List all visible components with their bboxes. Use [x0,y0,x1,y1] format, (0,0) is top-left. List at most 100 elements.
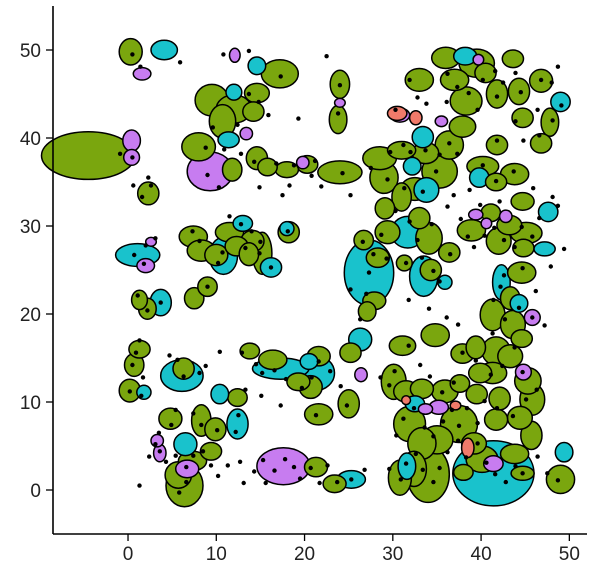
violet-ellipse-5 [132,66,152,81]
center-point-181 [225,463,230,468]
center-point-44 [274,161,279,166]
center-point-148 [239,350,245,355]
cyan-ellipse-17 [247,56,267,76]
cyan-ellipse-16 [150,39,179,61]
green-ellipse-82 [257,349,288,371]
center-point-7 [445,71,450,77]
green-ellipse-1 [118,37,143,66]
center-point-76 [480,163,485,168]
center-point-166 [199,422,204,428]
center-point-133 [135,293,140,298]
center-point-88 [512,244,517,250]
center-point-219 [394,433,399,438]
center-point-163 [236,413,241,418]
center-point-257 [533,288,538,294]
center-point-216 [535,454,540,459]
center-point-144 [181,374,186,379]
green-ellipse-35 [506,261,537,284]
green-ellipse-69 [391,182,413,212]
center-point-140 [127,389,132,394]
center-point-185 [272,468,277,473]
center-point-92 [497,199,502,204]
y-tick-label-0: 0 [30,481,41,502]
center-point-146 [203,363,208,369]
center-point-18 [444,99,449,105]
center-point-248 [490,331,495,336]
center-point-0 [130,52,135,57]
center-point-258 [548,264,553,269]
center-point-172 [157,449,162,454]
center-point-259 [561,246,567,252]
center-point-249 [502,317,508,322]
green-ellipse-19 [439,68,470,92]
center-point-221 [411,406,417,411]
violet-ellipse-15 [239,126,254,141]
center-point-20 [466,90,471,96]
center-point-209 [463,455,469,460]
green-ellipse-117 [322,474,347,494]
green-ellipse-110 [238,242,260,267]
green-ellipse-27 [540,107,560,138]
center-point-2 [177,60,183,65]
center-point-217 [545,471,550,476]
center-point-93 [478,202,483,208]
center-point-122 [215,260,221,266]
red-ellipse-2 [460,437,475,459]
axes [52,6,587,535]
green-ellipse-113 [488,386,511,411]
center-point-207 [445,450,450,455]
center-point-246 [378,375,383,380]
center-point-64 [401,142,406,148]
center-point-228 [475,420,480,426]
center-point-3 [221,52,226,57]
center-point-131 [141,261,147,266]
center-point-41 [222,147,227,152]
center-point-121 [220,250,225,255]
y-tick-label-50: 50 [20,41,41,62]
cyan-ellipse-21 [279,220,295,237]
center-point-158 [344,403,350,408]
center-point-141 [139,393,144,398]
green-ellipse-30 [485,134,509,156]
center-point-151 [272,368,277,373]
center-point-10 [555,64,561,69]
center-point-63 [388,149,393,155]
center-point-230 [494,406,500,411]
center-point-168 [173,407,178,413]
center-point-243 [406,343,411,348]
center-point-89 [519,224,524,230]
center-point-83 [465,234,470,239]
green-ellipse-39 [510,329,534,349]
center-point-156 [328,369,333,374]
violet-ellipse-11 [417,402,434,416]
center-point-97 [407,219,412,224]
violet-ellipse-3 [122,129,142,152]
center-point-218 [555,478,561,483]
center-point-142 [167,353,172,358]
center-point-75 [467,187,472,193]
center-point-37 [266,112,271,118]
center-point-234 [520,369,525,375]
center-point-39 [210,125,215,130]
center-point-1 [138,64,143,69]
green-ellipse-59 [420,322,451,348]
center-point-178 [200,449,206,454]
x-tick-label-0: 0 [123,544,134,565]
center-point-80 [550,194,555,200]
cyan-ellipse-30 [299,352,319,371]
center-point-94 [445,204,450,209]
center-point-204 [420,467,425,472]
center-point-200 [387,466,392,472]
center-point-85 [482,233,487,238]
cyan-ellipse-19 [217,131,240,149]
cyan-ellipse-18 [225,83,243,101]
center-point-95 [429,222,434,227]
center-point-115 [348,287,353,292]
center-point-136 [137,338,142,343]
center-point-84 [471,244,477,250]
center-point-162 [243,387,248,392]
green-ellipse-24 [474,62,497,84]
center-point-252 [542,323,547,328]
green-ellipse-125 [239,342,261,360]
